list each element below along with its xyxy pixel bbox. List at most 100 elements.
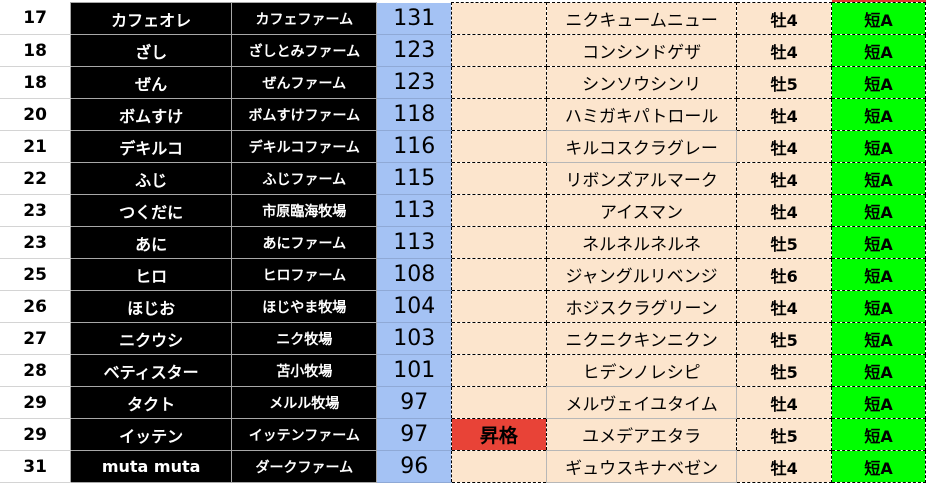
farm-name-cell[interactable]: ふじファーム bbox=[231, 162, 378, 195]
rank-cell[interactable]: 21 bbox=[0, 130, 71, 163]
promotion-badge-cell[interactable]: 昇格 bbox=[450, 418, 547, 451]
owner-name-cell[interactable]: ぜん bbox=[70, 66, 233, 99]
owner-name-cell[interactable]: あに bbox=[70, 226, 233, 259]
horse-name-cell[interactable]: ヒデンノレシピ bbox=[545, 354, 738, 387]
distance-class-cell[interactable]: 短A bbox=[831, 322, 926, 355]
farm-name-cell[interactable]: 市原臨海牧場 bbox=[231, 194, 378, 227]
promotion-badge-cell[interactable] bbox=[450, 66, 547, 99]
owner-name-cell[interactable]: ほじお bbox=[70, 290, 233, 323]
horse-name-cell[interactable]: アイスマン bbox=[545, 194, 738, 227]
distance-class-cell[interactable]: 短A bbox=[831, 258, 926, 291]
owner-name-cell[interactable]: ざし bbox=[70, 34, 233, 67]
promotion-badge-cell[interactable] bbox=[450, 2, 547, 35]
promotion-badge-cell[interactable] bbox=[450, 386, 547, 419]
score-cell[interactable]: 123 bbox=[376, 66, 452, 99]
sex-age-cell[interactable]: 牡4 bbox=[736, 130, 833, 163]
promotion-badge-cell[interactable] bbox=[450, 290, 547, 323]
horse-name-cell[interactable]: ネルネルネルネ bbox=[545, 226, 738, 259]
horse-name-cell[interactable]: コンシンドゲザ bbox=[545, 34, 738, 67]
sex-age-cell[interactable]: 牡4 bbox=[736, 162, 833, 195]
farm-name-cell[interactable]: ヒロファーム bbox=[231, 258, 378, 291]
sex-age-cell[interactable]: 牡4 bbox=[736, 290, 833, 323]
horse-name-cell[interactable]: ギュウスキナベゼン bbox=[545, 450, 738, 483]
sex-age-cell[interactable]: 牡5 bbox=[736, 226, 833, 259]
rank-cell[interactable]: 25 bbox=[0, 258, 71, 291]
rank-cell[interactable]: 29 bbox=[0, 386, 71, 419]
distance-class-cell[interactable]: 短A bbox=[831, 34, 926, 67]
owner-name-cell[interactable]: つくだに bbox=[70, 194, 233, 227]
rank-cell[interactable]: 27 bbox=[0, 322, 71, 355]
promotion-badge-cell[interactable] bbox=[450, 322, 547, 355]
score-cell[interactable]: 104 bbox=[376, 290, 452, 323]
rank-cell[interactable]: 17 bbox=[0, 2, 71, 35]
sex-age-cell[interactable]: 牡4 bbox=[736, 386, 833, 419]
owner-name-cell[interactable]: カフェオレ bbox=[70, 2, 233, 35]
farm-name-cell[interactable]: イッテンファーム bbox=[231, 418, 378, 451]
owner-name-cell[interactable]: ボムすけ bbox=[70, 98, 233, 131]
score-cell[interactable]: 103 bbox=[376, 322, 452, 355]
farm-name-cell[interactable]: メルル牧場 bbox=[231, 386, 378, 419]
owner-name-cell[interactable]: イッテン bbox=[70, 418, 233, 451]
score-cell[interactable]: 97 bbox=[376, 386, 452, 419]
score-cell[interactable]: 96 bbox=[376, 450, 452, 483]
owner-name-cell[interactable]: ニクウシ bbox=[70, 322, 233, 355]
farm-name-cell[interactable]: ぜんファーム bbox=[231, 66, 378, 99]
horse-name-cell[interactable]: メルヴェイユタイム bbox=[545, 386, 738, 419]
rank-cell[interactable]: 29 bbox=[0, 418, 71, 451]
promotion-badge-cell[interactable] bbox=[450, 194, 547, 227]
owner-name-cell[interactable]: タクト bbox=[70, 386, 233, 419]
promotion-badge-cell[interactable] bbox=[450, 98, 547, 131]
distance-class-cell[interactable]: 短A bbox=[831, 162, 926, 195]
sex-age-cell[interactable]: 牡4 bbox=[736, 194, 833, 227]
farm-name-cell[interactable]: 苫小牧場 bbox=[231, 354, 378, 387]
rank-cell[interactable]: 31 bbox=[0, 450, 71, 483]
owner-name-cell[interactable]: ふじ bbox=[70, 162, 233, 195]
promotion-badge-cell[interactable] bbox=[450, 258, 547, 291]
rank-cell[interactable]: 22 bbox=[0, 162, 71, 195]
score-cell[interactable]: 113 bbox=[376, 226, 452, 259]
horse-name-cell[interactable]: シンソウシンリ bbox=[545, 66, 738, 99]
distance-class-cell[interactable]: 短A bbox=[831, 354, 926, 387]
farm-name-cell[interactable]: デキルコファーム bbox=[231, 130, 378, 163]
rank-cell[interactable]: 18 bbox=[0, 66, 71, 99]
horse-name-cell[interactable]: リボンズアルマーク bbox=[545, 162, 738, 195]
promotion-badge-cell[interactable] bbox=[450, 226, 547, 259]
horse-name-cell[interactable]: キルコスクラグレー bbox=[545, 130, 738, 163]
owner-name-cell[interactable]: muta muta bbox=[70, 450, 233, 483]
distance-class-cell[interactable]: 短A bbox=[831, 2, 926, 35]
score-cell[interactable]: 113 bbox=[376, 194, 452, 227]
promotion-badge-cell[interactable] bbox=[450, 354, 547, 387]
score-cell[interactable]: 123 bbox=[376, 34, 452, 67]
promotion-badge-cell[interactable] bbox=[450, 130, 547, 163]
promotion-badge-cell[interactable] bbox=[450, 34, 547, 67]
rank-cell[interactable]: 20 bbox=[0, 98, 71, 131]
distance-class-cell[interactable]: 短A bbox=[831, 450, 926, 483]
farm-name-cell[interactable]: ニク牧場 bbox=[231, 322, 378, 355]
sex-age-cell[interactable]: 牡4 bbox=[736, 34, 833, 67]
farm-name-cell[interactable]: ボムすけファーム bbox=[231, 98, 378, 131]
farm-name-cell[interactable]: ほじやま牧場 bbox=[231, 290, 378, 323]
rank-cell[interactable]: 28 bbox=[0, 354, 71, 387]
score-cell[interactable]: 108 bbox=[376, 258, 452, 291]
farm-name-cell[interactable]: あにファーム bbox=[231, 226, 378, 259]
distance-class-cell[interactable]: 短A bbox=[831, 290, 926, 323]
score-cell[interactable]: 118 bbox=[376, 98, 452, 131]
distance-class-cell[interactable]: 短A bbox=[831, 386, 926, 419]
distance-class-cell[interactable]: 短A bbox=[831, 194, 926, 227]
sex-age-cell[interactable]: 牡4 bbox=[736, 2, 833, 35]
sex-age-cell[interactable]: 牡5 bbox=[736, 354, 833, 387]
sex-age-cell[interactable]: 牡5 bbox=[736, 322, 833, 355]
score-cell[interactable]: 101 bbox=[376, 354, 452, 387]
score-cell[interactable]: 116 bbox=[376, 130, 452, 163]
farm-name-cell[interactable]: ダークファーム bbox=[231, 450, 378, 483]
score-cell[interactable]: 97 bbox=[376, 418, 452, 451]
sex-age-cell[interactable]: 牡5 bbox=[736, 418, 833, 451]
horse-name-cell[interactable]: ホジスクラグリーン bbox=[545, 290, 738, 323]
distance-class-cell[interactable]: 短A bbox=[831, 226, 926, 259]
rank-cell[interactable]: 23 bbox=[0, 194, 71, 227]
distance-class-cell[interactable]: 短A bbox=[831, 98, 926, 131]
rank-cell[interactable]: 26 bbox=[0, 290, 71, 323]
sex-age-cell[interactable]: 牡4 bbox=[736, 98, 833, 131]
farm-name-cell[interactable]: ざしとみファーム bbox=[231, 34, 378, 67]
promotion-badge-cell[interactable] bbox=[450, 450, 547, 483]
